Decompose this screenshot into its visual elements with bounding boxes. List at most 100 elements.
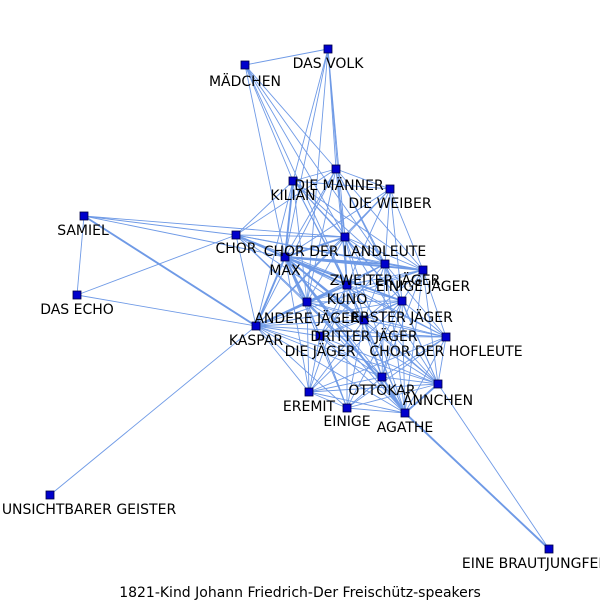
node-einige-jäger[interactable] bbox=[418, 265, 428, 275]
edge-einige-jäger-chor-der-hofleute bbox=[422, 269, 447, 338]
node-die-weiber[interactable] bbox=[385, 184, 395, 194]
node-zweiter-jäger[interactable] bbox=[380, 259, 390, 269]
edge-dritter-jäger-einige bbox=[346, 319, 365, 409]
node-kilian[interactable] bbox=[288, 176, 298, 186]
edge-andere-jäger-chor-der-hofleute bbox=[306, 301, 447, 338]
node-die-männer[interactable] bbox=[331, 164, 341, 174]
edge-erster-jäger-ottokar bbox=[381, 300, 403, 378]
edge-chor-chor-der-landleute bbox=[235, 234, 346, 238]
node-chor[interactable] bbox=[231, 230, 241, 240]
node-label-kaspar: KASPAR bbox=[229, 333, 284, 349]
node-die-jäger[interactable] bbox=[315, 331, 325, 341]
edge-chor-der-landleute-einige-jäger bbox=[344, 236, 424, 271]
edge-mädchen-chor-der-landleute bbox=[244, 64, 346, 238]
edge-das-echo-kaspar bbox=[76, 294, 257, 327]
edge-dritter-jäger-ännchen bbox=[363, 319, 439, 385]
node-kaspar[interactable] bbox=[251, 321, 261, 331]
node-label-die-jäger: DIE JÄGER bbox=[285, 342, 356, 360]
node-einige[interactable] bbox=[342, 403, 352, 413]
edge-kilian-kaspar bbox=[255, 180, 294, 327]
node-unsichtbarer-geister[interactable] bbox=[45, 490, 55, 500]
node-label-kuno: KUNO bbox=[327, 292, 368, 308]
edge-chor-der-hofleute-ottokar bbox=[381, 336, 447, 378]
node-max[interactable] bbox=[280, 252, 290, 262]
node-label-zweiter-jäger: ZWEITER JÄGER bbox=[330, 271, 441, 289]
edge-mädchen-die-männer bbox=[244, 64, 337, 170]
edge-die-männer-max bbox=[284, 168, 337, 258]
edge-andere-jäger-ännchen bbox=[306, 301, 439, 385]
edge-die-jäger-chor-der-hofleute bbox=[319, 335, 447, 338]
edge-mädchen-max bbox=[244, 64, 286, 258]
edge-einige-jäger-agathe bbox=[404, 269, 424, 414]
edge-einige-jäger-dritter-jäger bbox=[363, 269, 424, 321]
edge-zweiter-jäger-agathe bbox=[384, 263, 406, 414]
edge-chor-der-hofleute-eremit bbox=[308, 336, 447, 393]
edge-chor-der-landleute-max bbox=[284, 236, 346, 258]
node-erster-jäger[interactable] bbox=[397, 296, 407, 306]
edge-ottokar-einige bbox=[346, 376, 383, 409]
node-label-einige-jäger: EINIGE JÄGER bbox=[376, 277, 471, 295]
edge-einige-jäger-ännchen bbox=[422, 269, 439, 385]
node-ottokar[interactable] bbox=[377, 372, 387, 382]
graph-caption: 1821-Kind Johann Friedrich-Der Freischüt… bbox=[119, 585, 481, 600]
node-samiel[interactable] bbox=[79, 211, 89, 221]
edge-kaspar-chor-der-hofleute bbox=[255, 325, 447, 338]
node-label-die-männer: DIE MÄNNER bbox=[294, 176, 384, 194]
edge-die-weiber-einige-jäger bbox=[389, 188, 424, 271]
edge-die-männer-kuno bbox=[335, 168, 348, 286]
node-label-eremit: EREMIT bbox=[283, 399, 336, 415]
edge-kilian-einige-jäger bbox=[292, 180, 424, 271]
edge-dritter-jäger-agathe bbox=[363, 319, 406, 414]
node-label-ännchen: ÄNNCHEN bbox=[403, 391, 473, 409]
edge-die-jäger-einige bbox=[319, 335, 348, 409]
node-eine-brautjungfer[interactable] bbox=[544, 544, 554, 554]
node-kuno[interactable] bbox=[342, 280, 352, 290]
node-label-agathe: AGATHE bbox=[377, 420, 434, 436]
node-label-max: MAX bbox=[269, 263, 301, 279]
node-label-das-volk: DAS VOLK bbox=[293, 56, 365, 72]
node-label-unsichtbarer-geister: UNSICHTBARER GEISTER bbox=[2, 502, 177, 518]
edge-die-jäger-ottokar bbox=[319, 335, 383, 378]
node-das-echo[interactable] bbox=[72, 290, 82, 300]
edge-erster-jäger-ännchen bbox=[401, 300, 439, 385]
edge-kaspar-unsichtbarer-geister bbox=[49, 325, 257, 496]
edge-einige-jäger-andere-jäger bbox=[306, 269, 424, 303]
edge-dritter-jäger-die-jäger bbox=[319, 319, 365, 337]
node-label-chor-der-hofleute: CHOR DER HOFLEUTE bbox=[369, 344, 522, 360]
node-chor-der-landleute[interactable] bbox=[340, 232, 350, 242]
node-agathe[interactable] bbox=[400, 408, 410, 418]
edge-max-kaspar bbox=[255, 256, 286, 327]
node-ännchen[interactable] bbox=[433, 379, 443, 389]
node-label-kilian: KILIAN bbox=[270, 188, 315, 204]
node-mädchen[interactable] bbox=[240, 60, 250, 70]
edge-ottokar-eremit bbox=[308, 376, 383, 393]
edge-einige-jäger-erster-jäger bbox=[401, 269, 424, 302]
edge-mädchen-kilian bbox=[244, 64, 294, 182]
edge-erster-jäger-agathe bbox=[401, 300, 406, 414]
edge-zweiter-jäger-die-jäger bbox=[319, 263, 386, 337]
node-dritter-jäger[interactable] bbox=[359, 315, 369, 325]
node-label-samiel: SAMIEL bbox=[57, 223, 109, 239]
edge-die-jäger-eremit bbox=[308, 335, 321, 393]
edge-chor-der-landleute-erster-jäger bbox=[344, 236, 403, 302]
edge-dritter-jäger-chor-der-hofleute bbox=[363, 319, 447, 338]
edge-die-männer-einige-jäger bbox=[335, 168, 424, 271]
edge-andere-jäger-ottokar bbox=[306, 301, 383, 378]
node-label-chor-der-landleute: CHOR DER LANDLEUTE bbox=[264, 244, 427, 260]
node-andere-jäger[interactable] bbox=[302, 297, 312, 307]
edge-chor-der-hofleute-einige bbox=[346, 336, 447, 409]
edge-chor-der-hofleute-ännchen bbox=[437, 336, 447, 385]
node-layer bbox=[45, 44, 554, 554]
edge-kilian-die-weiber bbox=[292, 180, 391, 190]
node-eremit[interactable] bbox=[304, 387, 314, 397]
edge-das-volk-max bbox=[284, 48, 329, 258]
node-das-volk[interactable] bbox=[323, 44, 333, 54]
node-chor-der-hofleute[interactable] bbox=[441, 332, 451, 342]
edge-kaspar-einige bbox=[255, 325, 348, 409]
edge-kuno-ottokar bbox=[346, 284, 383, 378]
edge-ottokar-ännchen bbox=[381, 376, 439, 385]
node-label-das-echo: DAS ECHO bbox=[40, 302, 114, 318]
edge-kuno-eremit bbox=[308, 284, 348, 393]
